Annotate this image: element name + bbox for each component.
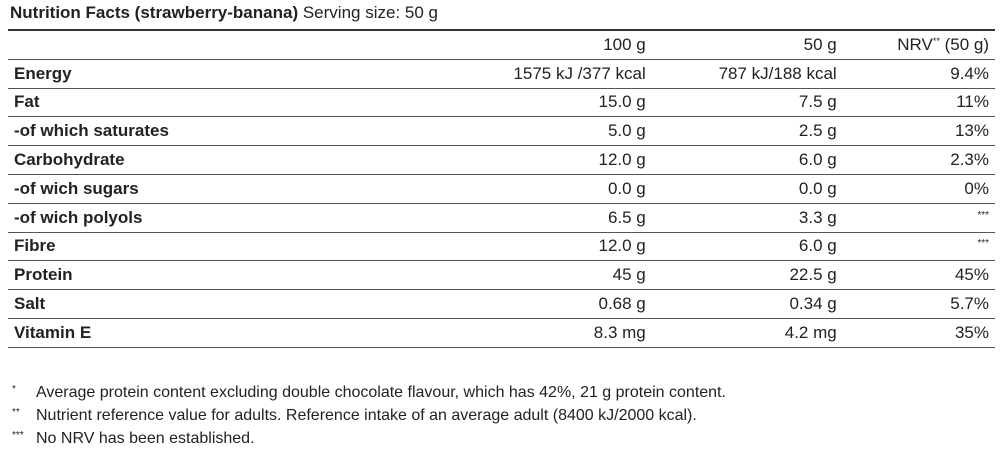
cell: 787 kJ/188 kcal xyxy=(651,59,843,89)
footnote-mark: * xyxy=(12,384,16,395)
footnote: ** Nutrient reference value for adults. R… xyxy=(12,407,697,425)
row-label: -of wich sugars xyxy=(8,174,440,204)
footnote: *** No NRV has been established. xyxy=(12,430,255,448)
header-cell: NRV** (50 g) xyxy=(842,30,995,60)
table-row: Salt 0.68 g 0.34 g 5.7% xyxy=(8,289,995,319)
table-row: Vitamin E 8.3 mg 4.2 mg 35% xyxy=(8,318,995,348)
cell: 2.5 g xyxy=(651,116,843,147)
nrv-mark: *** xyxy=(977,209,989,221)
title: Nutrition Facts (strawberry-banana) Serv… xyxy=(10,3,438,23)
cell: 12.0 g xyxy=(440,145,652,175)
cell: 4.2 mg xyxy=(651,318,843,348)
cell: 0.0 g xyxy=(651,174,843,204)
cell: 15.0 g xyxy=(440,88,652,118)
cell: 11% xyxy=(842,88,995,118)
cell: 12.0 g xyxy=(440,232,652,262)
footnote: * Average protein content excluding doubl… xyxy=(12,384,726,402)
footnote-mark: ** xyxy=(12,407,20,418)
cell: 0.34 g xyxy=(651,289,843,319)
footnote-text: Average protein content excluding double… xyxy=(36,384,726,401)
cell: 35% xyxy=(842,318,995,348)
row-label: Protein xyxy=(8,260,440,291)
footnote-text: Nutrient reference value for adults. Ref… xyxy=(36,407,697,424)
table-body: Energy 1575 kJ /377 kcal 787 kJ/188 kcal 9.… xyxy=(8,59,995,348)
cell: 6.0 g xyxy=(651,232,843,262)
header-row: 100 g 50 g NRV** (50 g) xyxy=(8,30,995,60)
table-row: Fat 15.0 g 7.5 g 11% xyxy=(8,88,995,118)
cell: *** xyxy=(842,203,995,233)
table-row: Protein 45 g 22.5 g 45% xyxy=(8,260,995,291)
serving-size: Serving size: 50 g xyxy=(302,3,438,22)
row-label: Carbohydrate xyxy=(8,145,440,175)
table-row: Energy 1575 kJ /377 kcal 787 kJ/188 kcal 9.… xyxy=(8,59,995,89)
cell: 13% xyxy=(842,116,995,147)
cell: 6.5 g xyxy=(440,203,652,233)
cell: *** xyxy=(842,232,995,262)
nrv-label: NRV xyxy=(897,34,933,54)
title-name: Nutrition Facts (strawberry-banana) xyxy=(10,3,299,22)
cell: 0.68 g xyxy=(440,289,652,319)
nrv-unit: (50 g) xyxy=(944,34,989,54)
cell: 7.5 g xyxy=(651,88,843,118)
cell: 45% xyxy=(842,260,995,291)
nrv-mark: ** xyxy=(932,35,940,46)
cell: 5.0 g xyxy=(440,116,652,147)
table-row: Fibre 12.0 g 6.0 g *** xyxy=(8,232,995,262)
header-cell: 100 g xyxy=(440,30,652,60)
header-cell xyxy=(8,30,440,60)
cell: 8.3 mg xyxy=(440,318,652,348)
footnote-text: No NRV has been established. xyxy=(36,430,255,447)
nrv-mark: *** xyxy=(977,238,989,250)
row-label: -of wich polyols xyxy=(8,203,440,233)
cell: 0% xyxy=(842,174,995,204)
header-cell: 50 g xyxy=(651,30,843,60)
cell: 2.3% xyxy=(842,145,995,175)
table-row: -of which saturates 5.0 g 2.5 g 13% xyxy=(8,116,995,147)
row-label: Fat xyxy=(8,88,440,118)
cell: 22.5 g xyxy=(651,260,843,291)
footnote-mark: *** xyxy=(12,430,24,441)
table-row: -of wich polyols 6.5 g 3.3 g *** xyxy=(8,203,995,233)
cell: 6.0 g xyxy=(651,145,843,175)
nutrition-table: 100 g 50 g NRV** (50 g) Energy 1575 kJ /3… xyxy=(8,29,995,348)
cell: 5.7% xyxy=(842,289,995,319)
row-label: Fibre xyxy=(8,232,440,262)
cell: 1575 kJ /377 kcal xyxy=(440,59,652,89)
row-label: -of which saturates xyxy=(8,116,440,147)
row-label: Energy xyxy=(8,59,440,89)
table-row: -of wich sugars 0.0 g 0.0 g 0% xyxy=(8,174,995,204)
cell: 0.0 g xyxy=(440,174,652,204)
row-label: Salt xyxy=(8,289,440,319)
cell: 9.4% xyxy=(842,59,995,89)
cell: 45 g xyxy=(440,260,652,291)
cell: 3.3 g xyxy=(651,203,843,233)
table-row: Carbohydrate 12.0 g 6.0 g 2.3% xyxy=(8,145,995,175)
row-label: Vitamin E xyxy=(8,318,440,348)
